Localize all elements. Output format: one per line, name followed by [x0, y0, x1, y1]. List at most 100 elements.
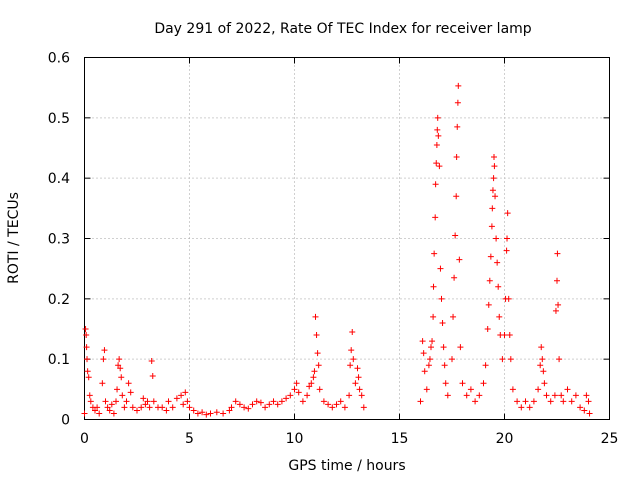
- data-point: [482, 362, 489, 369]
- data-point: [503, 247, 510, 254]
- data-point: [83, 344, 90, 351]
- data-point: [184, 398, 191, 405]
- x-tick-labels: 0 5 10 15 20 25: [80, 431, 618, 447]
- data-point: [493, 235, 500, 242]
- data-point: [439, 319, 446, 326]
- data-point: [430, 283, 437, 290]
- data-point: [295, 389, 302, 396]
- data-point: [514, 398, 521, 405]
- data-point: [504, 210, 511, 217]
- data-point: [459, 380, 466, 387]
- data-point: [149, 373, 156, 380]
- data-point: [163, 407, 170, 414]
- y-tick-label: 0.2: [48, 292, 70, 308]
- data-point: [86, 392, 93, 399]
- data-point: [159, 404, 166, 411]
- data-point: [558, 392, 565, 399]
- data-point: [337, 398, 344, 405]
- x-tick-label: 5: [185, 431, 194, 447]
- data-point: [485, 301, 492, 308]
- data-point: [81, 410, 88, 417]
- data-point: [127, 389, 134, 396]
- axis-ticks: [84, 57, 610, 420]
- data-point: [453, 154, 460, 161]
- y-tick-label: 0.4: [48, 171, 70, 187]
- data-point: [480, 380, 487, 387]
- data-point: [350, 356, 357, 363]
- data-point: [486, 277, 493, 284]
- data-point: [186, 404, 193, 411]
- data-point: [437, 265, 444, 272]
- data-point: [232, 398, 239, 405]
- data-point: [125, 380, 132, 387]
- data-point: [315, 362, 322, 369]
- data-point: [453, 193, 460, 200]
- data-point: [190, 407, 197, 414]
- data-point: [572, 392, 579, 399]
- data-point: [228, 404, 235, 411]
- data-point: [429, 338, 436, 345]
- data-point: [495, 283, 502, 290]
- data-point: [203, 411, 210, 418]
- data-point: [165, 398, 172, 405]
- data-point: [454, 99, 461, 106]
- x-axis-label: GPS time / hours: [288, 458, 405, 474]
- data-point: [118, 374, 125, 381]
- data-point: [583, 392, 590, 399]
- data-point: [108, 401, 115, 408]
- data-point: [100, 356, 107, 363]
- data-point: [104, 404, 111, 411]
- data-point: [169, 404, 176, 411]
- data-point: [541, 380, 548, 387]
- data-point: [506, 332, 513, 339]
- data-point: [568, 398, 575, 405]
- data-point: [522, 398, 529, 405]
- data-point: [451, 274, 458, 281]
- data-point: [488, 223, 495, 230]
- data-point: [348, 347, 355, 354]
- data-point: [84, 368, 91, 375]
- data-point: [341, 404, 348, 411]
- data-point: [452, 232, 459, 239]
- data-point: [499, 356, 506, 363]
- data-point: [504, 235, 511, 242]
- data-point: [146, 404, 153, 411]
- chart-title: Day 291 of 2022, Rate Of TEC Index for r…: [154, 21, 531, 37]
- data-point: [556, 356, 563, 363]
- data-point: [180, 401, 187, 408]
- data-point: [308, 380, 315, 387]
- x-tick-label: 25: [601, 431, 619, 447]
- data-point: [245, 405, 252, 412]
- data-point: [421, 368, 428, 375]
- data-point: [356, 386, 363, 393]
- data-point: [425, 362, 432, 369]
- data-point: [236, 401, 243, 408]
- data-point: [432, 181, 439, 188]
- data-point: [110, 410, 117, 417]
- plot-frame: [84, 57, 610, 420]
- data-point: [539, 356, 546, 363]
- data-point: [150, 398, 157, 405]
- data-point: [432, 214, 439, 221]
- data-point: [84, 356, 91, 363]
- data-point: [420, 350, 427, 357]
- data-point: [501, 332, 508, 339]
- data-point: [507, 356, 514, 363]
- data-point: [182, 389, 189, 396]
- data-point: [444, 392, 451, 399]
- data-point: [454, 123, 461, 130]
- data-point: [312, 313, 319, 320]
- data-point: [586, 410, 593, 417]
- data-point: [220, 410, 227, 417]
- data-point: [287, 392, 294, 399]
- x-tick-label: 20: [496, 431, 514, 447]
- data-point: [537, 362, 544, 369]
- data-point: [491, 163, 498, 170]
- data-point: [347, 362, 354, 369]
- data-point: [354, 365, 361, 372]
- data-point: [310, 374, 317, 381]
- data-point: [419, 338, 426, 345]
- data-point: [552, 307, 559, 314]
- data-point: [360, 404, 367, 411]
- data-point: [449, 356, 455, 363]
